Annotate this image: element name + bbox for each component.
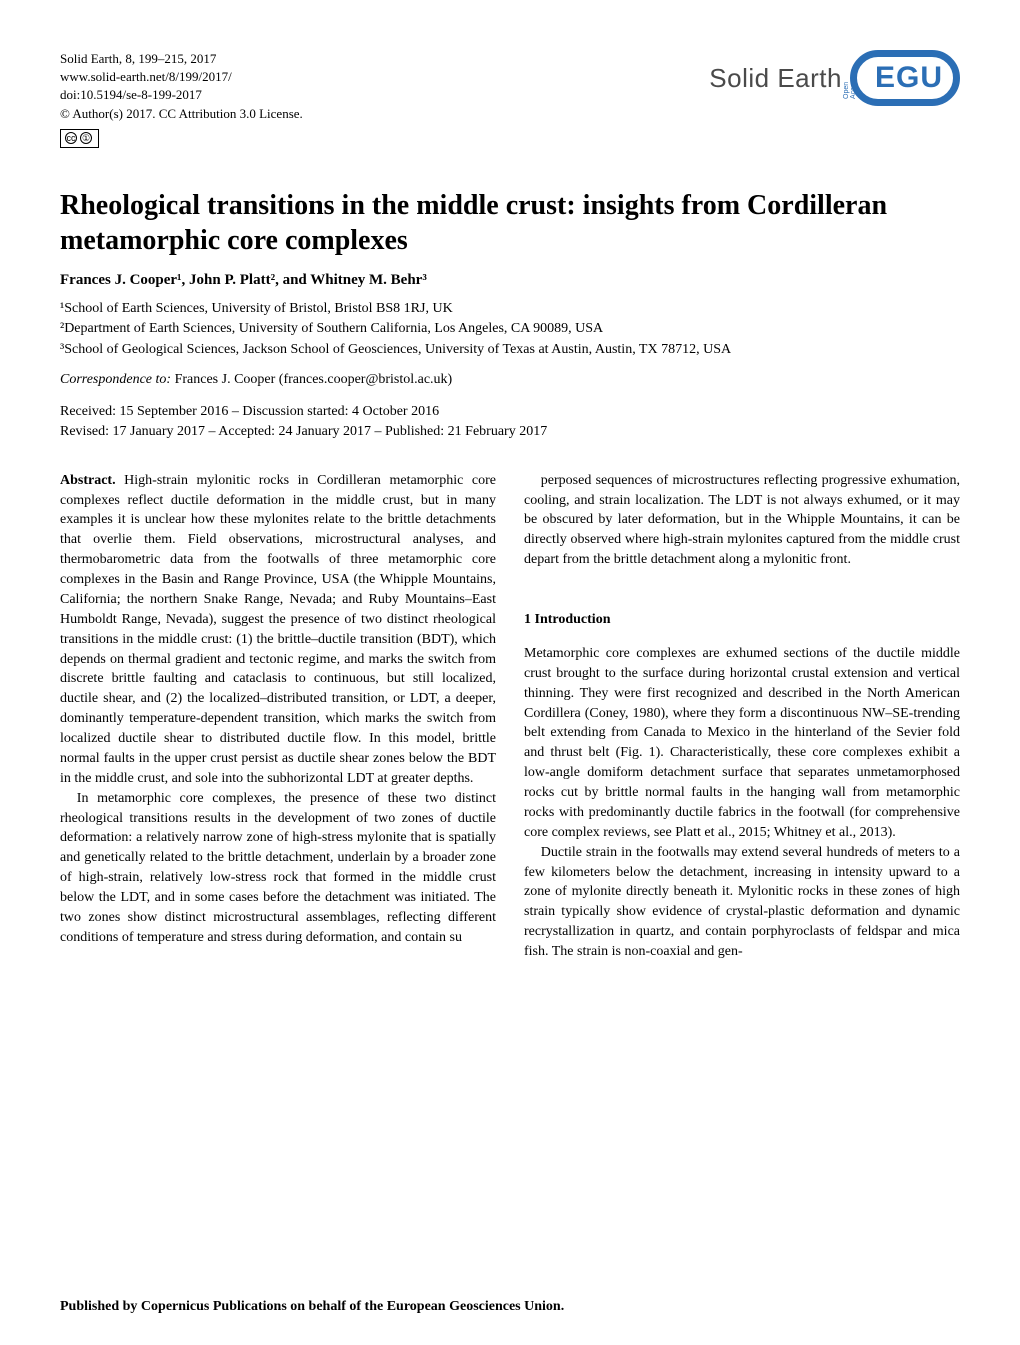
cc-icon: cc: [65, 132, 77, 144]
affiliations: ¹School of Earth Sciences, University of…: [60, 299, 960, 360]
section-1-heading: 1 Introduction: [524, 610, 960, 630]
abstract-p2: In metamorphic core complexes, the prese…: [60, 789, 496, 948]
abstract-p1-text: High-strain mylonitic rocks in Cordiller…: [60, 473, 496, 786]
article-url: www.solid-earth.net/8/199/2017/: [60, 68, 303, 86]
journal-name: Solid Earth: [709, 63, 842, 94]
journal-reference: Solid Earth, 8, 199–215, 2017: [60, 50, 303, 68]
dates-line-1: Received: 15 September 2016 – Discussion…: [60, 402, 960, 422]
body-columns: Abstract. High-strain mylonitic rocks in…: [60, 471, 960, 962]
dates-block: Received: 15 September 2016 – Discussion…: [60, 402, 960, 443]
journal-logo-block: Solid Earth Open Access EGU: [709, 50, 960, 106]
correspondence-value: Frances J. Cooper (frances.cooper@bristo…: [171, 372, 452, 387]
intro-p1: Metamorphic core complexes are exhumed s…: [524, 644, 960, 843]
meta-block: Solid Earth, 8, 199–215, 2017 www.solid-…: [60, 50, 303, 148]
open-access-label: Open Access: [843, 62, 857, 99]
intro-p2: Ductile strain in the footwalls may exte…: [524, 843, 960, 962]
abstract-p1: Abstract. High-strain mylonitic rocks in…: [60, 471, 496, 789]
article-title: Rheological transitions in the middle cr…: [60, 188, 960, 258]
cc-license-badge: cc ①: [60, 129, 99, 148]
article-doi: doi:10.5194/se-8-199-2017: [60, 86, 303, 104]
by-icon: ①: [80, 132, 92, 144]
affiliation-2: ²Department of Earth Sciences, Universit…: [60, 319, 960, 339]
abstract-p2-continued: perposed sequences of microstructures re…: [524, 471, 960, 570]
correspondence-label: Correspondence to:: [60, 372, 171, 387]
affiliation-1: ¹School of Earth Sciences, University of…: [60, 299, 960, 319]
page-footer: Published by Copernicus Publications on …: [60, 1299, 564, 1315]
dates-line-2: Revised: 17 January 2017 – Accepted: 24 …: [60, 422, 960, 442]
egu-badge: Open Access EGU: [850, 50, 960, 106]
page-header: Solid Earth, 8, 199–215, 2017 www.solid-…: [60, 50, 960, 148]
abstract-label: Abstract.: [60, 473, 116, 488]
affiliation-3: ³School of Geological Sciences, Jackson …: [60, 340, 960, 360]
egu-badge-text: EGU: [875, 61, 943, 94]
authors-line: Frances J. Cooper¹, John P. Platt², and …: [60, 272, 960, 289]
copyright-line: © Author(s) 2017. CC Attribution 3.0 Lic…: [60, 105, 303, 123]
correspondence-line: Correspondence to: Frances J. Cooper (fr…: [60, 372, 960, 388]
